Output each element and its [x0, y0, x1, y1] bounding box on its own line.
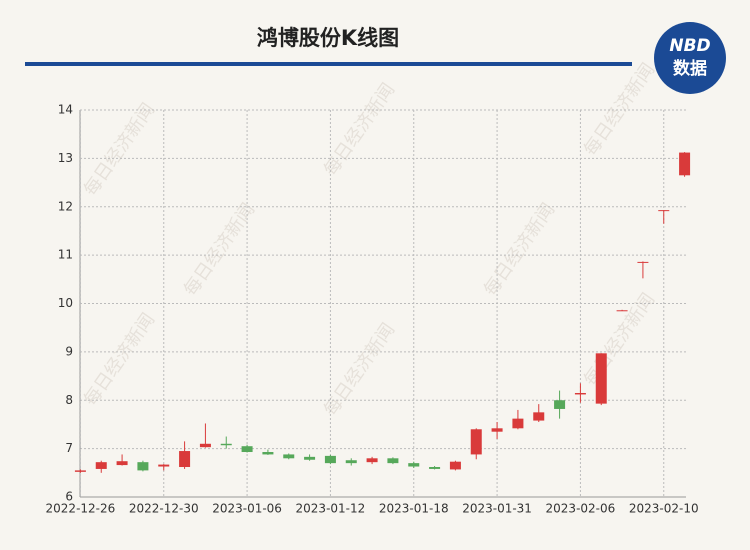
- candle-body: [137, 462, 149, 471]
- x-tick-label: 2023-02-06: [546, 502, 616, 516]
- logo: [654, 22, 726, 94]
- y-tick-label: 12: [58, 199, 73, 213]
- x-tick-label: 2023-01-12: [296, 502, 366, 516]
- candle-body: [387, 458, 399, 464]
- y-tick-label: 6: [65, 490, 73, 504]
- candle-body: [366, 458, 378, 463]
- candle-body: [679, 152, 691, 176]
- x-tick-label: 2023-01-18: [379, 502, 449, 516]
- y-tick-label: 7: [65, 441, 73, 455]
- candle-body: [304, 456, 316, 460]
- candle-body: [345, 460, 357, 464]
- x-tick-label: 2023-02-10: [629, 502, 699, 516]
- candle-body: [470, 429, 482, 455]
- candle-body: [95, 462, 107, 469]
- candle-body: [324, 455, 336, 464]
- candle-body: [74, 470, 86, 472]
- y-tick-label: 13: [58, 151, 73, 165]
- logo-text: 数据: [673, 58, 707, 79]
- candle-body: [637, 261, 649, 263]
- x-tick-label: 2023-01-31: [462, 502, 532, 516]
- candle-body: [220, 443, 232, 446]
- y-tick-label: 10: [58, 296, 73, 310]
- x-tick-label: 2022-12-26: [46, 502, 116, 516]
- candle-body: [158, 464, 170, 467]
- candle-body: [283, 454, 295, 459]
- candle-body: [554, 400, 566, 409]
- candle-body: [616, 310, 628, 312]
- candle-body: [199, 443, 211, 448]
- chart-title: 鸿博股份K线图: [257, 26, 399, 50]
- candle-body: [574, 392, 586, 395]
- y-tick-label: 9: [65, 344, 73, 358]
- y-tick-label: 14: [58, 103, 73, 117]
- candle-body: [262, 452, 274, 455]
- candle-body: [408, 463, 420, 467]
- x-tick-label: 2023-01-06: [212, 502, 282, 516]
- candle-body: [116, 461, 128, 466]
- candle-body: [658, 210, 670, 212]
- candle-body: [449, 461, 461, 470]
- y-tick-label: 8: [65, 393, 73, 407]
- candle-body: [512, 418, 524, 429]
- y-tick-label: 11: [58, 248, 73, 262]
- title-rule: [25, 62, 632, 66]
- x-tick-label: 2022-12-30: [129, 502, 199, 516]
- candle-body: [491, 428, 503, 432]
- logo-text: NBD: [669, 36, 710, 56]
- candle-body: [429, 467, 441, 469]
- candle-body: [241, 446, 253, 453]
- candle-body: [533, 412, 545, 421]
- candle-body: [595, 353, 607, 404]
- candle-body: [179, 451, 191, 468]
